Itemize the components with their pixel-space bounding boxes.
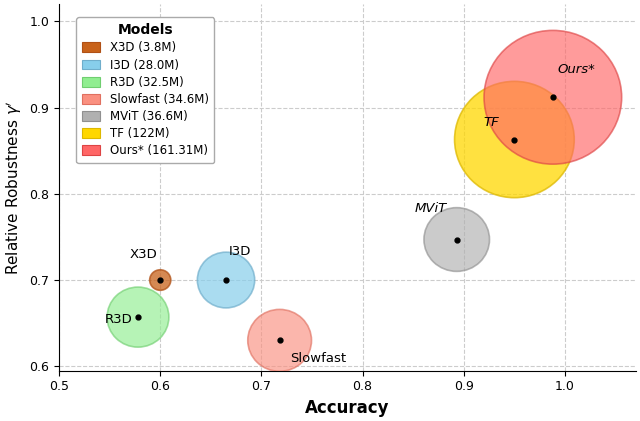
- Ellipse shape: [454, 81, 574, 198]
- Text: R3D: R3D: [105, 313, 133, 326]
- Ellipse shape: [150, 270, 171, 290]
- Text: I3D: I3D: [229, 245, 252, 258]
- Ellipse shape: [424, 208, 490, 272]
- Legend: X3D (3.8M), I3D (28.0M), R3D (32.5M), Slowfast (34.6M), MViT (36.6M), TF (122M),: X3D (3.8M), I3D (28.0M), R3D (32.5M), Sl…: [77, 17, 214, 163]
- Ellipse shape: [248, 309, 312, 371]
- Text: MViT: MViT: [414, 203, 447, 216]
- Ellipse shape: [484, 30, 621, 164]
- Text: Slowfast: Slowfast: [290, 352, 346, 365]
- Text: TF: TF: [483, 116, 499, 129]
- Text: Ours*: Ours*: [558, 63, 596, 76]
- Y-axis label: Relative Robustness $\gamma'$: Relative Robustness $\gamma'$: [4, 100, 24, 274]
- Ellipse shape: [107, 287, 169, 347]
- Text: X3D: X3D: [129, 248, 157, 261]
- X-axis label: Accuracy: Accuracy: [305, 399, 390, 417]
- Ellipse shape: [197, 252, 255, 308]
